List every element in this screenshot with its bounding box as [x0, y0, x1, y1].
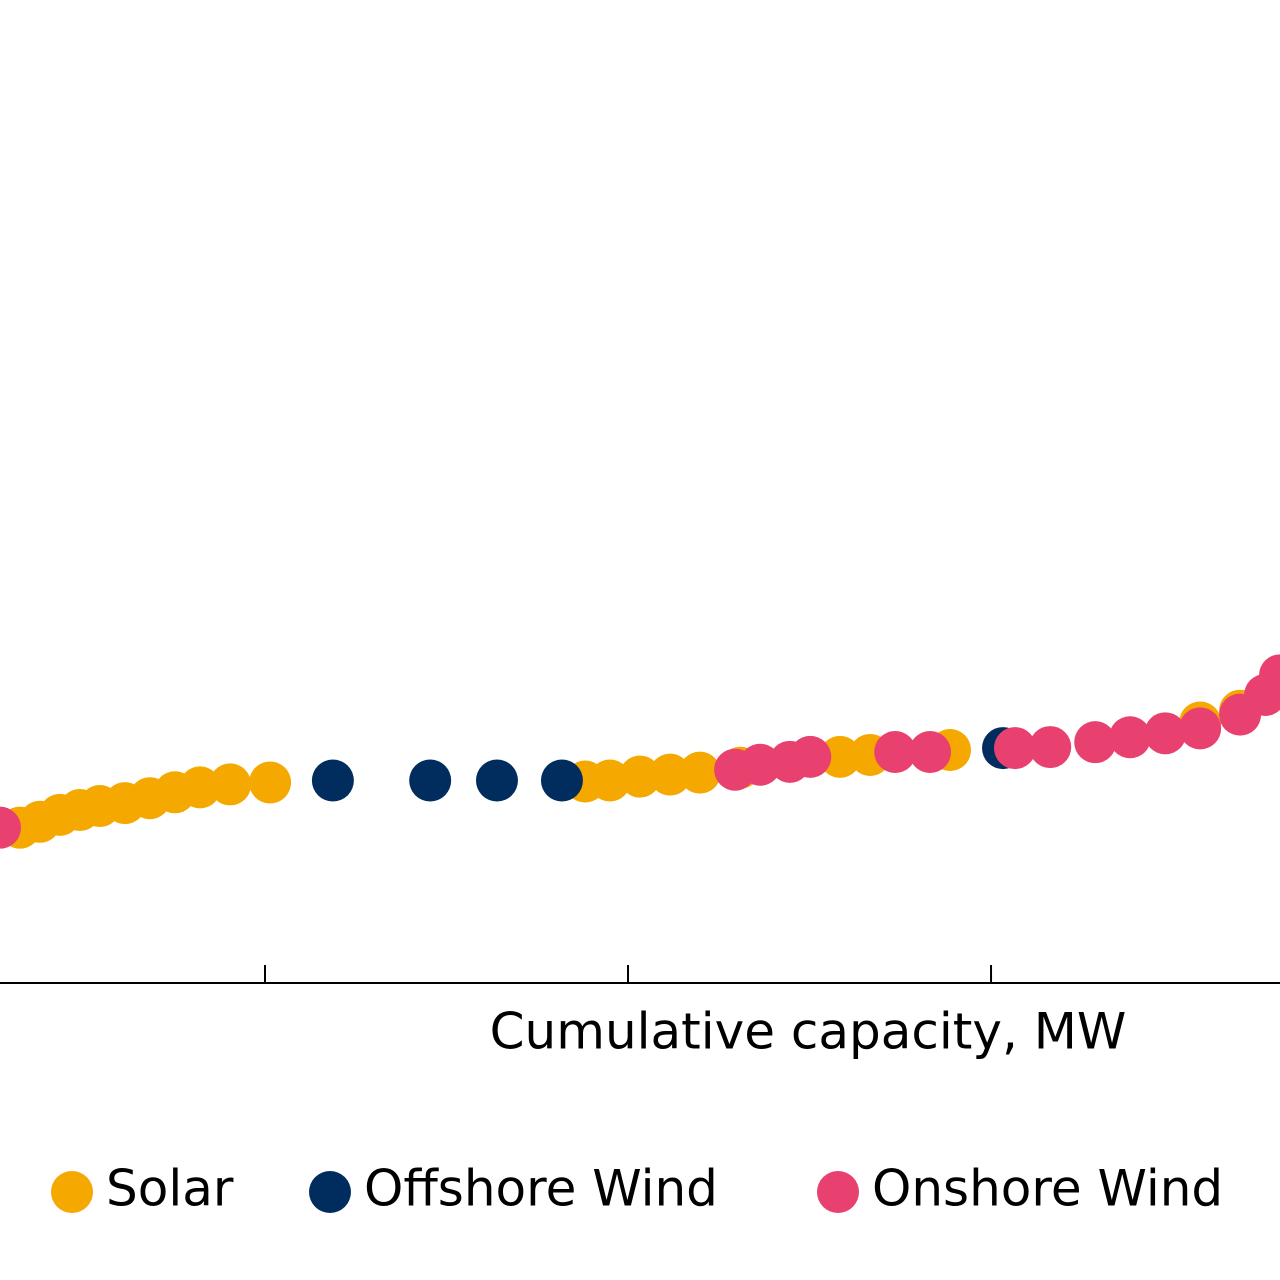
legend-marker — [817, 1171, 859, 1213]
x-axis-title: Cumulative capacity, MW — [490, 1003, 1127, 1061]
point — [0, 806, 21, 849]
point — [209, 763, 252, 806]
point — [909, 730, 952, 773]
point — [1029, 726, 1072, 769]
point — [311, 759, 354, 802]
legend-marker — [51, 1171, 93, 1213]
point — [649, 753, 692, 796]
point — [1144, 712, 1187, 755]
point — [475, 759, 518, 802]
point — [619, 755, 661, 798]
point — [409, 759, 452, 802]
legend-label: Solar — [106, 1160, 234, 1218]
point — [789, 735, 832, 778]
point — [1074, 721, 1117, 764]
point — [1109, 716, 1152, 759]
legend-label: Onshore Wind — [872, 1160, 1223, 1218]
point — [993, 727, 1036, 770]
point — [1259, 654, 1280, 697]
point — [819, 735, 862, 778]
point — [249, 761, 292, 804]
point — [179, 766, 222, 809]
legend-marker — [309, 1171, 351, 1213]
point — [678, 751, 721, 794]
point — [540, 759, 583, 802]
legend-label: Offshore Wind — [364, 1160, 718, 1218]
point — [1179, 707, 1222, 750]
point — [874, 730, 917, 773]
